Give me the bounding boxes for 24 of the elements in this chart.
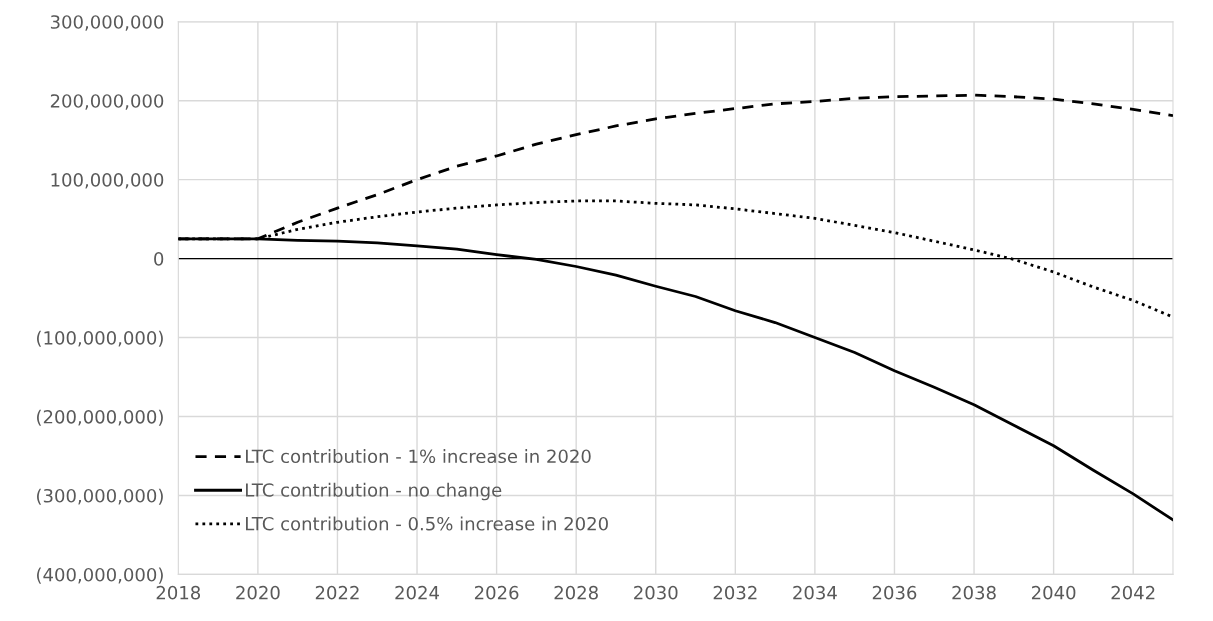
y-tick-label: (200,000,000) (37, 409, 163, 426)
x-tick-label: 2038 (952, 585, 996, 600)
x-tick-label: 2024 (395, 585, 439, 600)
x-tick-label: 2040 (1031, 585, 1076, 600)
x-tick-label: 2022 (315, 585, 359, 600)
y-tick-label: (300,000,000) (37, 488, 163, 505)
x-tick-label: 2042 (1111, 585, 1155, 600)
y-tick-label: 300,000,000 (50, 15, 164, 31)
x-tick-label: 2032 (713, 585, 757, 600)
y-tick-label: 0 (154, 252, 164, 266)
x-tick-label: 2020 (236, 585, 280, 600)
y-tick-label: 100,000,000 (51, 173, 164, 189)
y-tick-label: 200,000,000 (50, 94, 164, 110)
x-tick-label: 2018 (156, 585, 201, 600)
x-tick-label: 2030 (634, 585, 678, 600)
legend-label: LTC contribution - 1% increase in 2020 (246, 449, 591, 464)
x-tick-label: 2036 (872, 585, 917, 600)
x-tick-label: 2026 (474, 585, 519, 600)
legend-label: LTC contribution - 0.5% increase in 2020 (246, 516, 608, 531)
y-tick-label: (400,000,000) (37, 567, 163, 584)
x-tick-label: 2034 (793, 585, 837, 600)
legend-label: LTC contribution - no change (246, 482, 502, 501)
y-tick-label: (100,000,000) (37, 330, 163, 347)
x-tick-label: 2028 (554, 585, 598, 600)
